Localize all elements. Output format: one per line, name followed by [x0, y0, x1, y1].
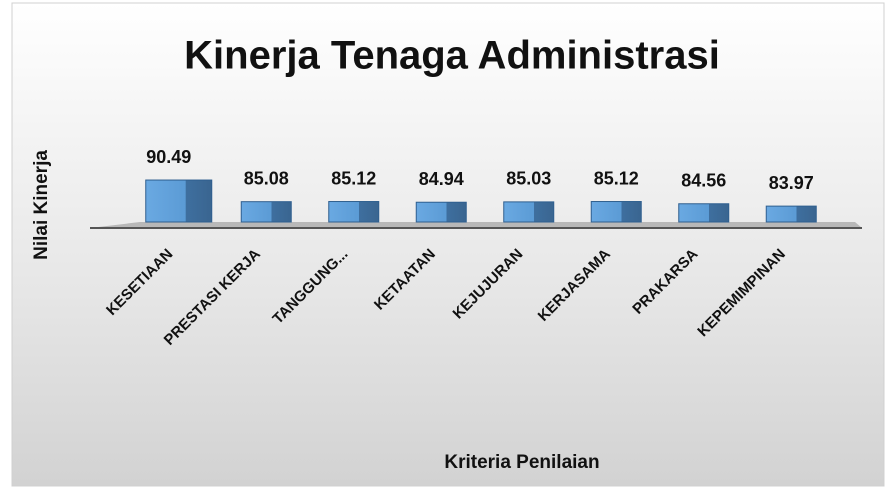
y-axis-label: Nilai Kinerja: [31, 150, 52, 260]
bar: [328, 201, 380, 223]
bar: [678, 203, 730, 223]
chart-title: Kinerja Tenaga Administrasi: [184, 34, 720, 78]
data-label: 84.56: [681, 171, 726, 191]
floor: [90, 222, 862, 228]
chart-background: [11, 2, 885, 487]
bar: [240, 201, 292, 223]
data-label: 85.12: [594, 168, 639, 188]
data-label: 85.12: [331, 168, 376, 188]
data-label: 84.94: [419, 169, 464, 189]
bar: [590, 201, 642, 223]
data-label: 83.97: [769, 173, 814, 193]
data-label: 85.08: [244, 168, 289, 188]
bar: [765, 205, 817, 223]
data-label: 85.03: [506, 169, 551, 189]
bar: [503, 201, 555, 223]
bar: [145, 179, 213, 223]
bar: [415, 201, 467, 223]
x-axis-label: Kriteria Penilaian: [444, 452, 599, 473]
data-label: 90.49: [146, 147, 191, 167]
